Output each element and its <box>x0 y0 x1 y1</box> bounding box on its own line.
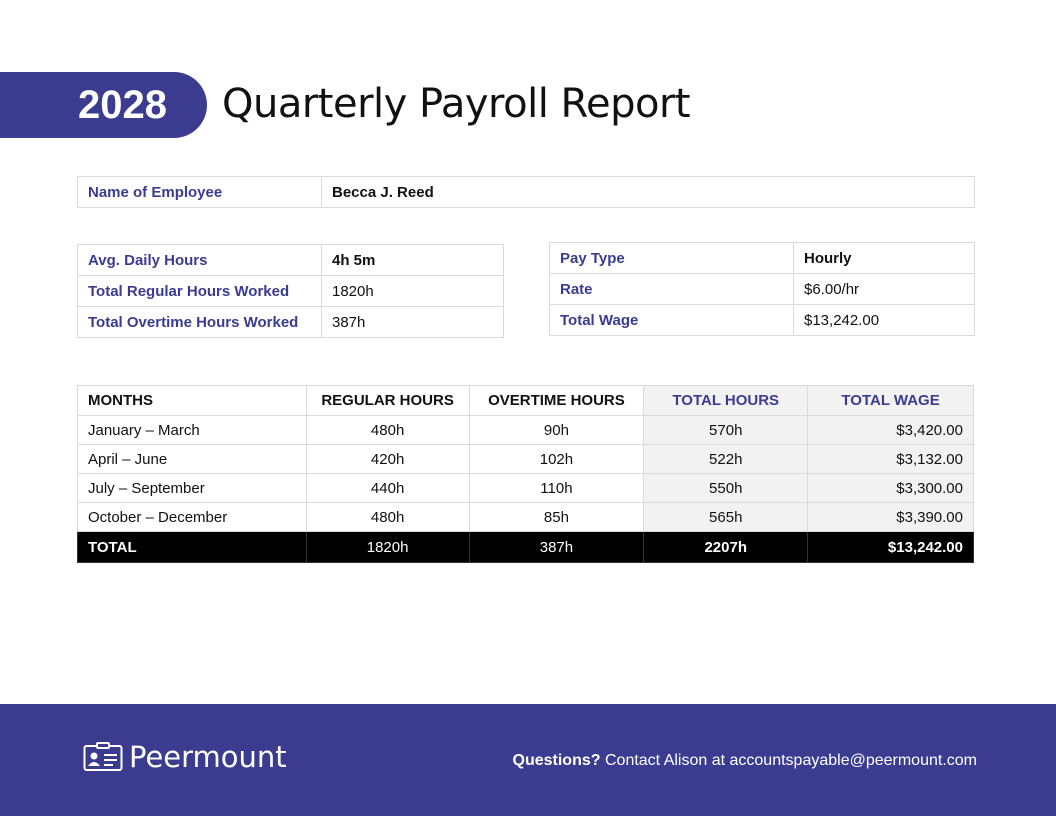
hours-row: Total Regular Hours Worked 1820h <box>77 275 504 307</box>
cell-total-wage: $3,420.00 <box>807 415 974 445</box>
total-overtime-hours: 387h <box>468 531 645 563</box>
contact-info: Questions? Contact Alison at accountspay… <box>513 752 977 770</box>
total-hours: 2207h <box>643 531 809 563</box>
total-wage-label: Total Wage <box>549 304 794 336</box>
regular-hours-value: 1820h <box>321 275 504 307</box>
cell-total-hours: 522h <box>643 444 809 474</box>
cell-overtime-hours: 90h <box>468 415 645 445</box>
cell-month: October – December <box>77 502 307 532</box>
regular-hours-label: Total Regular Hours Worked <box>77 275 322 307</box>
year-badge: 2028 <box>0 72 207 138</box>
employee-table: Name of Employee Becca J. Reed <box>77 176 975 208</box>
cell-total-hours: 550h <box>643 473 809 503</box>
header-regular-hours: REGULAR HOURS <box>305 385 470 416</box>
hours-row: Avg. Daily Hours 4h 5m <box>77 244 504 276</box>
header-total-hours: TOTAL HOURS <box>643 385 809 416</box>
cell-total-wage: $3,390.00 <box>807 502 974 532</box>
cell-month: July – September <box>77 473 307 503</box>
total-wage: $13,242.00 <box>807 531 974 563</box>
pay-table: Pay Type Hourly Rate $6.00/hr Total Wage… <box>549 242 975 336</box>
cell-overtime-hours: 102h <box>468 444 645 474</box>
rate-label: Rate <box>549 273 794 305</box>
hours-row: Total Overtime Hours Worked 387h <box>77 306 504 338</box>
brand-name: Peermount <box>129 740 287 774</box>
table-row: April – June 420h 102h 522h $3,132.00 <box>77 444 974 474</box>
table-row: October – December 480h 85h 565h $3,390.… <box>77 502 974 532</box>
quarterly-summary-table: MONTHS REGULAR HOURS OVERTIME HOURS TOTA… <box>77 385 974 563</box>
cell-regular-hours: 440h <box>305 473 470 503</box>
total-row: TOTAL 1820h 387h 2207h $13,242.00 <box>77 531 974 563</box>
avg-daily-hours-label: Avg. Daily Hours <box>77 244 322 276</box>
cell-total-hours: 570h <box>643 415 809 445</box>
cell-month: April – June <box>77 444 307 474</box>
overtime-hours-label: Total Overtime Hours Worked <box>77 306 322 338</box>
cell-regular-hours: 420h <box>305 444 470 474</box>
header-total-wage: TOTAL WAGE <box>807 385 974 416</box>
footer: Peermount Questions? Contact Alison at a… <box>0 704 1056 816</box>
employee-name: Becca J. Reed <box>321 176 975 208</box>
cell-regular-hours: 480h <box>305 502 470 532</box>
contact-text: Contact Alison at accountspayable@peermo… <box>604 752 977 769</box>
pay-row: Total Wage $13,242.00 <box>549 304 975 336</box>
header-months: MONTHS <box>77 385 307 416</box>
avg-daily-hours-value: 4h 5m <box>321 244 504 276</box>
cell-overtime-hours: 85h <box>468 502 645 532</box>
employee-row: Name of Employee Becca J. Reed <box>77 176 975 208</box>
total-regular-hours: 1820h <box>305 531 470 563</box>
total-wage-value: $13,242.00 <box>793 304 975 336</box>
cell-total-hours: 565h <box>643 502 809 532</box>
questions-label: Questions? <box>512 752 601 769</box>
brand-logo: Peermount <box>83 740 287 774</box>
table-header-row: MONTHS REGULAR HOURS OVERTIME HOURS TOTA… <box>77 385 974 416</box>
rate-value: $6.00/hr <box>793 273 975 305</box>
cell-overtime-hours: 110h <box>468 473 645 503</box>
table-row: January – March 480h 90h 570h $3,420.00 <box>77 415 974 445</box>
overtime-hours-value: 387h <box>321 306 504 338</box>
pay-type-label: Pay Type <box>549 242 794 274</box>
employee-label: Name of Employee <box>77 176 322 208</box>
id-card-icon <box>83 742 123 771</box>
pay-row: Pay Type Hourly <box>549 242 975 274</box>
pay-row: Rate $6.00/hr <box>549 273 975 305</box>
page-title: Quarterly Payroll Report <box>222 81 691 127</box>
pay-type-value: Hourly <box>793 242 975 274</box>
total-label: TOTAL <box>77 531 307 563</box>
cell-month: January – March <box>77 415 307 445</box>
header-overtime-hours: OVERTIME HOURS <box>468 385 645 416</box>
hours-table: Avg. Daily Hours 4h 5m Total Regular Hou… <box>77 244 504 338</box>
table-row: July – September 440h 110h 550h $3,300.0… <box>77 473 974 503</box>
cell-total-wage: $3,132.00 <box>807 444 974 474</box>
cell-regular-hours: 480h <box>305 415 470 445</box>
cell-total-wage: $3,300.00 <box>807 473 974 503</box>
